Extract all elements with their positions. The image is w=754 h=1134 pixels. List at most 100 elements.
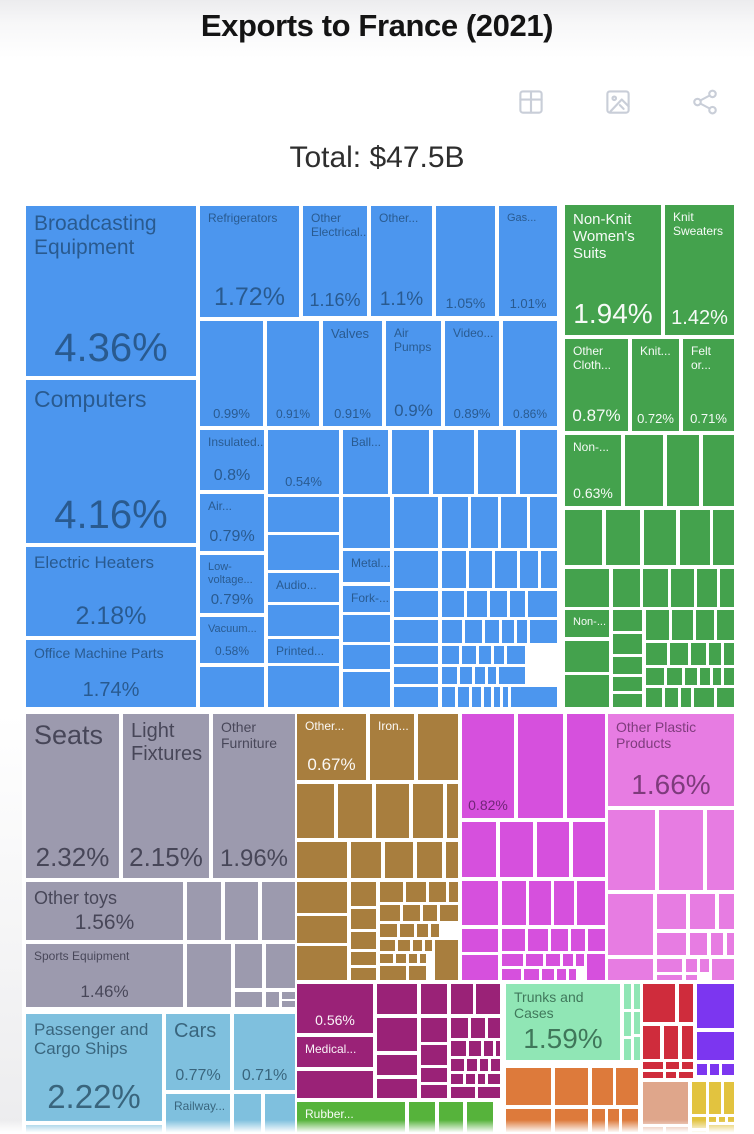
treemap-cell[interactable]: 0.91%	[267, 321, 319, 426]
treemap-cell[interactable]	[442, 687, 455, 707]
treemap-cell[interactable]	[608, 959, 653, 980]
treemap-cell[interactable]	[380, 940, 395, 951]
treemap-cell[interactable]: 0.71%	[234, 1014, 295, 1090]
treemap-cell[interactable]	[670, 643, 688, 665]
treemap-cell[interactable]	[409, 1102, 435, 1134]
treemap-cell[interactable]	[724, 643, 734, 665]
treemap-cell[interactable]	[496, 1041, 500, 1056]
treemap-cell[interactable]	[722, 1064, 734, 1075]
treemap-cell[interactable]	[429, 882, 446, 902]
treemap-cell[interactable]: 1.05%	[436, 206, 495, 316]
treemap-cell[interactable]	[225, 882, 258, 940]
treemap-cell[interactable]	[413, 784, 443, 838]
treemap-cell[interactable]	[343, 497, 390, 548]
treemap-cell[interactable]	[685, 668, 697, 685]
treemap-cell[interactable]	[467, 1102, 493, 1134]
treemap-cell[interactable]	[646, 643, 667, 665]
treemap-cell[interactable]	[686, 959, 697, 972]
treemap-cell[interactable]	[643, 1062, 663, 1069]
treemap-cell[interactable]	[451, 1059, 464, 1071]
treemap-cell[interactable]	[447, 784, 458, 838]
treemap-cell[interactable]	[728, 1117, 734, 1122]
treemap-cell[interactable]	[467, 1059, 477, 1071]
treemap-cell[interactable]	[440, 905, 458, 921]
treemap-cell[interactable]	[343, 615, 390, 642]
treemap-cell[interactable]	[503, 687, 508, 707]
treemap-cell-cars[interactable]: Cars 0.77%	[166, 1014, 230, 1090]
treemap-cell[interactable]	[608, 894, 653, 955]
treemap-cell[interactable]	[343, 672, 390, 707]
treemap-cell[interactable]	[394, 591, 438, 617]
treemap-cell-railway[interactable]: Railway...	[166, 1094, 230, 1134]
treemap-cell[interactable]	[380, 966, 406, 980]
treemap-cell-other-furniture[interactable]: Other Furniture 1.96%	[213, 714, 295, 878]
treemap-cell[interactable]	[478, 430, 516, 494]
treemap-cell[interactable]	[537, 822, 569, 877]
treemap-cell[interactable]	[554, 881, 574, 925]
treemap-cell[interactable]	[451, 984, 473, 1014]
treemap-cell[interactable]	[417, 924, 428, 937]
treemap-cell[interactable]	[297, 882, 347, 913]
treemap-cell[interactable]	[624, 984, 631, 1009]
treemap-cell[interactable]	[727, 933, 734, 955]
treemap-cell[interactable]	[724, 1082, 734, 1114]
treemap-cell[interactable]	[485, 620, 499, 643]
treemap-cell[interactable]	[546, 954, 560, 966]
treemap-cell[interactable]	[557, 969, 566, 980]
treemap-cell[interactable]	[573, 822, 605, 877]
treemap-cell-sports-equipment[interactable]: Sports Equipment 1.46%	[26, 944, 183, 1007]
treemap-cell[interactable]	[530, 620, 557, 643]
treemap-cell-seats[interactable]: Seats 2.32%	[26, 714, 119, 878]
treemap-cell[interactable]	[451, 1087, 475, 1098]
table-icon[interactable]	[516, 87, 546, 117]
treemap-cell[interactable]	[403, 905, 420, 921]
treemap-cell-knit[interactable]: Knit... 0.72%	[632, 339, 679, 431]
treemap-cell[interactable]	[657, 933, 686, 955]
treemap-cell-metal[interactable]: Metal...	[343, 551, 390, 582]
treemap-cell[interactable]	[717, 688, 734, 707]
treemap-cell[interactable]	[608, 810, 655, 890]
treemap-cell[interactable]	[400, 924, 414, 937]
treemap-cell[interactable]	[528, 929, 548, 951]
treemap-cell-other-electrical[interactable]: Other Electrical... 1.16%	[303, 206, 367, 316]
treemap-cell[interactable]	[679, 984, 693, 1022]
treemap-cell[interactable]	[569, 969, 576, 980]
treemap-cell[interactable]	[709, 1117, 716, 1122]
treemap-cell[interactable]	[431, 924, 439, 937]
treemap-cell[interactable]	[606, 510, 640, 565]
treemap-cell[interactable]	[420, 954, 426, 963]
treemap-cell[interactable]	[664, 1026, 678, 1059]
treemap-cell[interactable]	[613, 610, 642, 631]
treemap-cell[interactable]	[665, 688, 678, 707]
treemap-cell-electric-heaters[interactable]: Electric Heaters 2.18%	[26, 547, 196, 636]
treemap-cell[interactable]	[376, 784, 409, 838]
treemap-cell[interactable]	[266, 944, 295, 988]
treemap-cell[interactable]	[563, 954, 573, 966]
treemap-cell[interactable]	[502, 620, 514, 643]
treemap-cell[interactable]	[398, 940, 410, 951]
treemap-cell[interactable]	[423, 905, 437, 921]
treemap-cell[interactable]	[541, 551, 557, 588]
treemap-cell[interactable]	[697, 984, 734, 1028]
treemap-cell[interactable]	[392, 430, 429, 494]
treemap-cell[interactable]	[442, 497, 468, 548]
treemap-cell-non-knit-women-s-suits[interactable]: Non-Knit Women's Suits 1.94%	[565, 205, 661, 335]
treemap-cell[interactable]	[471, 497, 498, 548]
treemap-cell[interactable]	[467, 591, 487, 617]
treemap-cell[interactable]	[501, 497, 527, 548]
treemap-cell[interactable]	[351, 932, 376, 949]
treemap-cell[interactable]	[587, 954, 605, 980]
treemap-cell[interactable]	[351, 882, 376, 906]
treemap-cell[interactable]	[518, 714, 563, 818]
treemap-cell[interactable]	[707, 810, 734, 890]
treemap-cell[interactable]	[720, 569, 734, 607]
treemap-cell[interactable]	[433, 430, 474, 494]
treemap-cell-non[interactable]: Non-... 0.63%	[565, 435, 621, 506]
treemap-cell[interactable]	[500, 822, 533, 877]
treemap-cell-valves[interactable]: Valves 0.91%	[323, 321, 382, 426]
treemap-cell[interactable]	[643, 984, 675, 1022]
treemap-cell[interactable]	[187, 882, 221, 940]
treemap-cell[interactable]	[421, 1045, 447, 1065]
treemap-cell[interactable]	[697, 1032, 734, 1060]
treemap-cell[interactable]	[565, 641, 609, 672]
